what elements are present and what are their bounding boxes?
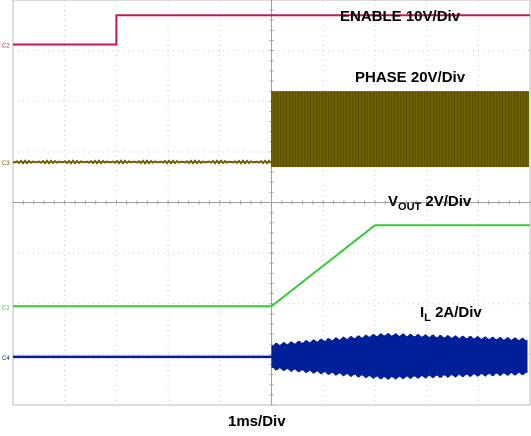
label-il-rest: 2A/Div — [430, 304, 482, 321]
channel-marker: C4 — [2, 356, 10, 362]
x-axis-label: 1ms/Div — [228, 413, 286, 430]
label-vout-sub: OUT — [398, 201, 422, 213]
channel-markers: C2 C3 C1 C4 — [2, 44, 10, 362]
trace-phase-switching-texture — [271, 91, 527, 168]
x-axis-label-text: 1ms/Div — [228, 413, 286, 430]
label-vout-main: V — [388, 193, 399, 210]
trace-vout — [13, 224, 530, 308]
traces — [12, 14, 530, 380]
label-vout-rest: 2V/Div — [421, 193, 472, 210]
label-phase: PHASE 20V/Div — [355, 69, 465, 86]
label-il-main: I — [420, 304, 425, 321]
channel-marker: C2 — [2, 44, 10, 50]
channel-marker: C3 — [2, 161, 10, 167]
trace-phase-baseline — [12, 159, 272, 165]
channel-marker: C1 — [2, 305, 10, 311]
trace-il-ripple — [271, 333, 528, 380]
label-enable: ENABLE 10V/Div — [340, 8, 460, 25]
trace-enable — [13, 14, 530, 46]
label-vout: VOUT 2V/Div — [388, 193, 471, 213]
label-phase-text: PHASE 20V/Div — [355, 69, 466, 86]
label-il: IL 2A/Div — [420, 304, 482, 324]
label-enable-text: ENABLE 10V/Div — [340, 8, 461, 25]
label-il-sub: L — [424, 312, 431, 324]
